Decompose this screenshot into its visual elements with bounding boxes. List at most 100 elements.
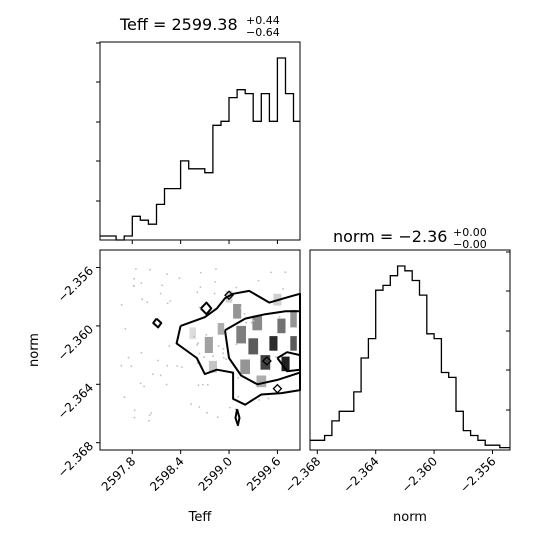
scatter-point-36: [166, 302, 169, 305]
scatter-point-77: [124, 327, 127, 330]
scatter-point-0: [205, 333, 208, 336]
density-cell-2: [233, 304, 242, 319]
scatter-point-79: [214, 281, 217, 283]
scatter-point-70: [198, 306, 201, 309]
contour-1: [224, 310, 301, 386]
joint-x-tick-label-2: 2599.0: [196, 454, 236, 494]
scatter-point-16: [149, 268, 152, 271]
scatter-point-4: [222, 356, 225, 359]
scatter-point-26: [143, 385, 146, 388]
scatter-point-76: [152, 373, 154, 376]
density-cell-10: [290, 309, 297, 328]
scatter-point-48: [199, 286, 202, 288]
contour-4: [152, 317, 163, 329]
scatter-point-8: [237, 395, 240, 398]
scatter-point-60: [206, 411, 208, 414]
scatter-point-46: [222, 352, 225, 355]
joint-scatter-layer: [120, 268, 290, 422]
scatter-point-25: [252, 319, 255, 322]
scatter-point-43: [239, 306, 242, 309]
scatter-point-88: [215, 268, 217, 270]
scatter-point-73: [166, 364, 169, 367]
contour-2: [276, 351, 301, 373]
scatter-point-69: [120, 304, 123, 306]
scatter-point-57: [133, 416, 136, 419]
scatter-point-32: [196, 291, 199, 294]
scatter-point-42: [157, 359, 159, 362]
scatter-point-85: [275, 356, 277, 358]
scatter-point-50: [141, 298, 144, 301]
scatter-point-22: [161, 284, 164, 287]
contour-3: [200, 301, 213, 316]
norm-title-plus: +0.00: [453, 226, 487, 239]
contour-5: [234, 408, 241, 427]
scatter-point-61: [168, 345, 171, 347]
scatter-point-40: [216, 416, 219, 418]
teff-histogram-line: [100, 57, 300, 241]
scatter-point-38: [282, 288, 284, 290]
scatter-point-5: [169, 300, 172, 302]
joint-y-tick-label-2: −2.360: [55, 322, 96, 363]
density-cell-12: [240, 359, 250, 375]
density-cell-1: [204, 336, 213, 353]
scatter-point-47: [135, 268, 137, 270]
scatter-point-34: [165, 383, 168, 386]
teff-histogram-frame: [99, 41, 301, 241]
joint-y-tick-label-1: −2.364: [55, 381, 96, 422]
teff-title: Teff = 2599.38 +0.44 −0.64: [119, 14, 280, 39]
norm-title-minus: −0.00: [453, 238, 487, 251]
scatter-point-58: [213, 292, 216, 295]
scatter-point-59: [267, 397, 270, 400]
joint-x-tick-label-1: 2598.4: [147, 454, 187, 494]
norm-hist-x-axis-label: norm: [393, 510, 427, 525]
scatter-point-41: [176, 365, 179, 367]
contour-marker-0: [262, 356, 272, 366]
scatter-point-33: [198, 352, 201, 355]
scatter-point-66: [229, 406, 231, 409]
scatter-point-37: [270, 271, 272, 274]
scatter-point-23: [202, 383, 204, 386]
density-cell-4: [252, 315, 263, 331]
scatter-point-17: [197, 384, 200, 387]
scatter-point-84: [199, 271, 202, 274]
scatter-point-55: [159, 292, 162, 295]
density-cell-3: [236, 325, 246, 344]
scatter-point-72: [245, 321, 248, 324]
norm-hist-x-tick-label-1: −2.364: [341, 454, 382, 495]
density-cell-9: [277, 318, 286, 334]
scatter-point-65: [148, 419, 151, 422]
scatter-point-68: [203, 356, 206, 359]
scatter-point-53: [243, 313, 246, 315]
scatter-point-7: [206, 383, 209, 386]
scatter-point-54: [235, 286, 238, 289]
scatter-point-12: [140, 351, 143, 354]
scatter-point-71: [178, 277, 181, 280]
contour-marker-2: [272, 383, 283, 394]
norm-histogram-line: [310, 265, 510, 449]
scatter-point-62: [130, 365, 133, 368]
joint-y-axis-label: norm: [27, 333, 42, 367]
density-cell-11: [290, 336, 297, 351]
joint-y-tick-label-0: −2.368: [55, 439, 96, 480]
density-cell-6: [260, 355, 271, 370]
scatter-point-63: [159, 374, 162, 377]
scatter-point-64: [258, 399, 260, 401]
scatter-point-87: [257, 279, 260, 282]
norm-hist-x-tick-label-2: −2.360: [399, 454, 440, 495]
density-cell-0: [217, 323, 225, 335]
scatter-point-10: [150, 412, 153, 414]
scatter-point-9: [217, 345, 220, 347]
scatter-point-20: [181, 366, 183, 368]
teff-title-plus: +0.44: [246, 14, 280, 27]
scatter-point-1: [139, 382, 142, 385]
density-cell-14: [208, 360, 217, 373]
svg-text:Teff = 2599.38: Teff = 2599.38: [119, 15, 238, 34]
scatter-point-67: [190, 403, 193, 405]
scatter-point-74: [132, 284, 135, 287]
teff-title-value: 2599.38: [172, 15, 238, 34]
scatter-point-52: [123, 396, 126, 398]
scatter-point-39: [250, 321, 253, 324]
teff-title-minus: −0.64: [246, 26, 280, 39]
scatter-point-45: [120, 364, 123, 367]
